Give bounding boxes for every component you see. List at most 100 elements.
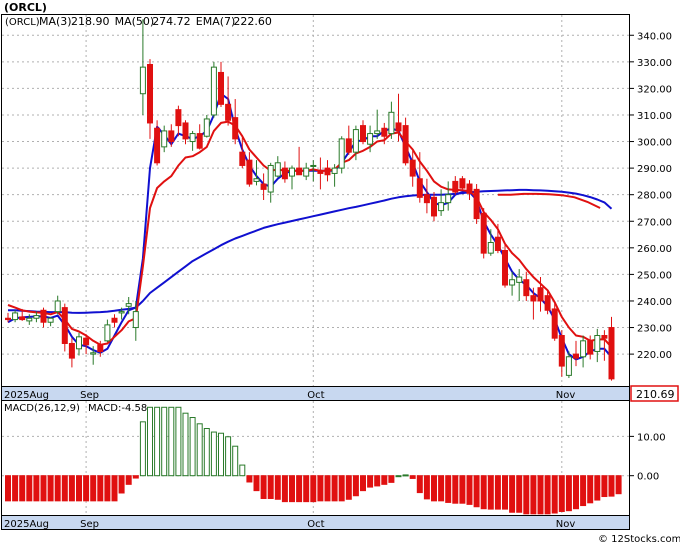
candle-body <box>274 162 281 177</box>
macd-bar <box>281 475 288 503</box>
candle-body <box>395 122 402 132</box>
candle-body <box>594 335 601 352</box>
candle <box>558 330 565 377</box>
candle <box>551 303 558 341</box>
macd-bar <box>161 406 168 477</box>
macd-x-label: 2025Aug <box>4 519 49 530</box>
candle <box>565 351 572 379</box>
macd-bar <box>544 475 551 515</box>
candle <box>587 335 594 360</box>
candle <box>267 162 274 203</box>
macd-bar <box>12 475 19 502</box>
ma50-projection-line <box>497 192 601 209</box>
candle-body <box>530 295 537 302</box>
candle <box>438 189 445 216</box>
candle <box>61 303 68 352</box>
candle-body <box>225 103 232 121</box>
macd-bar <box>267 475 274 499</box>
candle <box>260 173 267 200</box>
macd-bar <box>253 475 260 492</box>
candle-body <box>466 183 473 194</box>
candle-body <box>551 308 558 339</box>
macd-bar <box>232 445 239 477</box>
legend-item: EMA(7) <box>196 15 236 28</box>
candle-body <box>203 118 210 137</box>
macd-bar <box>90 475 97 502</box>
legend-item: MA(50) <box>115 15 155 28</box>
candle <box>246 152 253 187</box>
candle <box>374 109 381 139</box>
candle <box>395 93 402 142</box>
candle <box>19 308 26 321</box>
macd-bar <box>402 474 409 477</box>
candle-body <box>580 340 587 358</box>
candle <box>338 136 345 174</box>
macd-bar <box>317 475 324 502</box>
price-tick-label: 280.00 <box>637 191 672 202</box>
candle <box>452 176 459 195</box>
macd-bar <box>565 475 572 512</box>
legend-value: 222.60 <box>233 15 272 28</box>
macd-bar <box>360 475 366 492</box>
candle <box>281 161 288 183</box>
macd-bar <box>551 475 558 514</box>
candle-body <box>61 307 68 344</box>
candle-body <box>19 316 26 321</box>
macd-bar <box>573 475 579 510</box>
macd-bar <box>111 475 118 502</box>
macd-bar <box>466 475 473 505</box>
macd-xaxis-band <box>1 515 630 530</box>
candle-body <box>40 309 47 323</box>
macd-bar <box>487 475 494 510</box>
macd-bar <box>118 475 125 494</box>
candle <box>310 160 317 182</box>
candle-body <box>267 164 274 193</box>
candle <box>317 157 324 190</box>
legend-ticker: (ORCL) <box>5 17 40 28</box>
macd-bar <box>154 406 161 477</box>
macd-bar <box>76 475 82 502</box>
candle <box>367 125 374 153</box>
macd-bar <box>502 475 508 510</box>
macd-x-labels: 2025Aug Sep Oct Nov <box>4 519 575 530</box>
candle-body <box>360 125 366 143</box>
candle-body <box>445 194 452 204</box>
candle <box>132 300 139 341</box>
macd-bar <box>494 475 501 510</box>
candle <box>111 314 118 328</box>
macd-bar <box>608 475 615 497</box>
candle-body <box>317 170 324 174</box>
candle <box>210 61 217 118</box>
price-tick-label: 250.00 <box>637 270 672 281</box>
macd-bar <box>452 475 459 504</box>
candle-body <box>558 335 565 367</box>
candle-body <box>423 194 430 204</box>
candle-body <box>289 167 295 177</box>
candle <box>494 223 501 254</box>
last-price-label: 210.69 <box>636 388 675 401</box>
price-tick-label: 240.00 <box>637 297 672 308</box>
macd-bar <box>416 475 423 494</box>
candle-body <box>502 249 508 286</box>
candle <box>473 184 480 224</box>
chart-title: (ORCL) <box>4 1 47 14</box>
candle <box>253 160 260 186</box>
candle <box>118 307 125 320</box>
macd-bar <box>189 417 196 477</box>
candle-body <box>118 311 125 314</box>
candle-body <box>381 127 388 137</box>
price-tick-label: 230.00 <box>637 324 672 335</box>
candle <box>83 334 90 355</box>
macd-bar <box>587 475 594 504</box>
candle <box>139 19 146 115</box>
candle <box>104 319 111 343</box>
ema7-line <box>7 120 613 348</box>
macd-bar <box>423 475 430 500</box>
macd-label: MACD(26,12,9) <box>4 403 80 414</box>
macd-bar <box>509 475 516 513</box>
candle-body <box>154 127 161 164</box>
candle-body <box>33 315 40 319</box>
macd-bar <box>97 475 104 502</box>
candle-body <box>104 324 111 342</box>
